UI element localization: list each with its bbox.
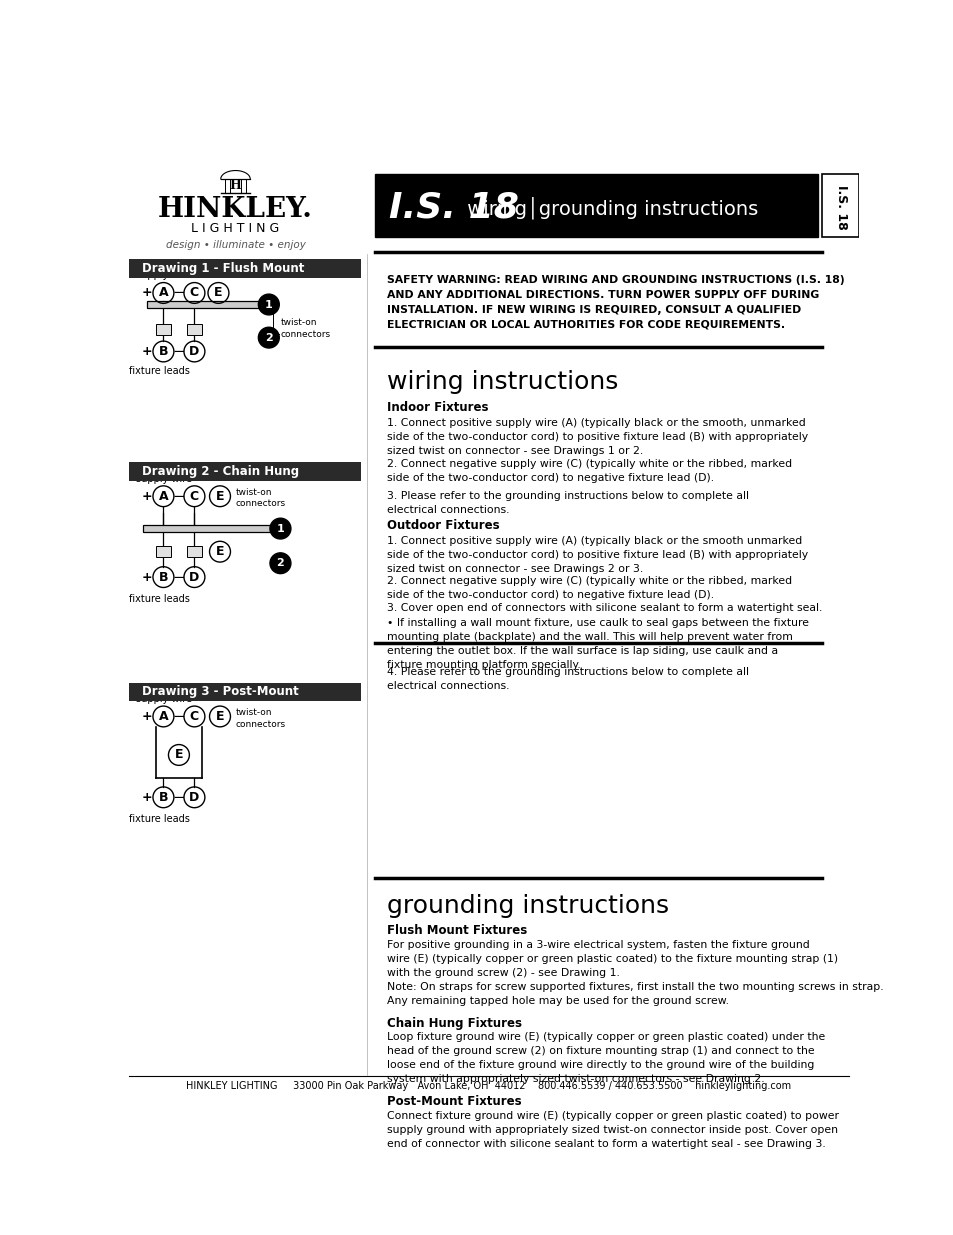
Text: 2. Connect negative supply wire (C) (typically white or the ribbed, marked
side : 2. Connect negative supply wire (C) (typ… [386, 459, 791, 483]
Text: −: − [172, 345, 185, 359]
Text: D: D [189, 790, 199, 804]
Text: 2: 2 [265, 332, 273, 342]
Text: 1: 1 [265, 300, 273, 310]
Bar [375, 174, 818, 237]
Text: 1. Connect positive supply wire (A) (typically black or the smooth, unmarked
sid: 1. Connect positive supply wire (A) (typ… [386, 419, 807, 457]
Text: wiring instructions: wiring instructions [386, 370, 618, 394]
Text: connectors: connectors [235, 720, 285, 729]
Text: 1: 1 [276, 524, 284, 534]
Circle shape [270, 519, 291, 538]
Text: For positive grounding in a 3-wire electrical system, fasten the fixture ground
: For positive grounding in a 3-wire elect… [386, 940, 882, 1005]
Text: connectors: connectors [235, 499, 285, 509]
Text: C: C [190, 710, 199, 722]
Text: B: B [158, 790, 168, 804]
Text: twist-on
connectors: twist-on connectors [280, 317, 331, 338]
Text: Flush Mount Fixtures: Flush Mount Fixtures [386, 924, 526, 937]
Text: 4. Please refer to the grounding instructions below to complete all
electrical c: 4. Please refer to the grounding instruc… [386, 667, 748, 692]
Text: I.S. 18: I.S. 18 [834, 185, 847, 230]
Text: −: − [172, 285, 185, 300]
Bar [187, 324, 202, 336]
Text: D: D [189, 571, 199, 584]
Text: Drawing 1 - Flush Mount: Drawing 1 - Flush Mount [142, 262, 305, 275]
Bar [129, 683, 360, 701]
Bar [129, 259, 360, 278]
Text: L I G H T I N G: L I G H T I N G [192, 222, 279, 235]
Text: +: + [142, 287, 152, 299]
Text: Post-Mount Fixtures: Post-Mount Fixtures [386, 1095, 520, 1108]
Bar [155, 546, 171, 557]
Text: Outdoor Fixtures: Outdoor Fixtures [386, 519, 498, 531]
Text: +: + [142, 571, 152, 584]
Text: Indoor Fixtures: Indoor Fixtures [386, 401, 488, 414]
Text: +: + [142, 790, 152, 804]
Text: fixture leads: fixture leads [129, 814, 190, 824]
Circle shape [258, 294, 279, 315]
Text: C: C [190, 287, 199, 299]
Bar [147, 300, 259, 309]
Text: 1. Connect positive supply wire (A) (typically black or the smooth unmarked
side: 1. Connect positive supply wire (A) (typ… [386, 536, 807, 573]
Bar [129, 462, 360, 480]
Circle shape [258, 327, 279, 348]
Text: +: + [142, 345, 152, 358]
Text: I.S. 18: I.S. 18 [389, 190, 518, 225]
Text: E: E [215, 710, 224, 722]
Text: −: − [172, 709, 185, 724]
Text: H: H [230, 179, 241, 191]
Bar [187, 546, 202, 557]
Circle shape [270, 553, 291, 573]
Text: grounding instructions: grounding instructions [386, 894, 668, 918]
Text: Drawing 3 - Post-Mount: Drawing 3 - Post-Mount [142, 685, 299, 698]
Text: 3. Please refer to the grounding instructions below to complete all
electrical c: 3. Please refer to the grounding instruc… [386, 490, 748, 515]
Text: B: B [158, 345, 168, 358]
Text: +: + [142, 710, 152, 722]
Text: −: − [172, 790, 185, 805]
Text: Chain Hung Fixtures: Chain Hung Fixtures [386, 1016, 521, 1030]
Text: −: − [172, 569, 185, 584]
Text: Connect fixture ground wire (E) (typically copper or green plastic coated) to po: Connect fixture ground wire (E) (typical… [386, 1110, 838, 1149]
Text: 3. Cover open end of connectors with silicone sealant to form a watertight seal.: 3. Cover open end of connectors with sil… [386, 603, 821, 613]
Text: supply wire: supply wire [136, 473, 193, 484]
Text: fixture leads: fixture leads [129, 594, 190, 604]
Text: A: A [158, 490, 168, 503]
Text: −: − [172, 489, 185, 504]
Text: design • illuminate • enjoy: design • illuminate • enjoy [166, 241, 305, 251]
Text: Drawing 2 - Chain Hung: Drawing 2 - Chain Hung [142, 466, 299, 478]
Text: wiring│grounding instructions: wiring│grounding instructions [460, 196, 758, 219]
Text: supply wire: supply wire [136, 694, 193, 704]
Text: E: E [174, 748, 183, 762]
Text: fixture leads: fixture leads [129, 366, 190, 375]
Text: SAFETY WARNING: READ WIRING AND GROUNDING INSTRUCTIONS (I.S. 18)
AND ANY ADDITIO: SAFETY WARNING: READ WIRING AND GROUNDIN… [386, 275, 843, 330]
Text: A: A [158, 287, 168, 299]
Text: 2: 2 [276, 558, 284, 568]
Text: C: C [190, 490, 199, 503]
Text: A: A [158, 710, 168, 722]
Text: • If installing a wall mount fixture, use caulk to seal gaps between the fixture: • If installing a wall mount fixture, us… [386, 618, 808, 669]
Text: Loop fixture ground wire (E) (typically copper or green plastic coated) under th: Loop fixture ground wire (E) (typically … [386, 1032, 824, 1084]
Text: E: E [215, 545, 224, 558]
Text: E: E [214, 287, 222, 299]
Text: twist-on: twist-on [235, 488, 272, 496]
Text: E: E [215, 490, 224, 503]
Text: +: + [142, 490, 152, 503]
Text: HINKLEY LIGHTING     33000 Pin Oak Parkway   Avon Lake, OH  44012    800.446.553: HINKLEY LIGHTING 33000 Pin Oak Parkway A… [186, 1081, 791, 1091]
Text: D: D [189, 345, 199, 358]
Bar [821, 174, 858, 237]
Text: HINKLEY.: HINKLEY. [158, 195, 313, 222]
Text: supply wire: supply wire [136, 270, 193, 280]
Text: 2. Connect negative supply wire (C) (typically white or the ribbed, marked
side : 2. Connect negative supply wire (C) (typ… [386, 577, 791, 600]
Text: twist-on: twist-on [235, 708, 272, 718]
Bar [155, 324, 171, 336]
Bar [142, 525, 270, 532]
Text: B: B [158, 571, 168, 584]
